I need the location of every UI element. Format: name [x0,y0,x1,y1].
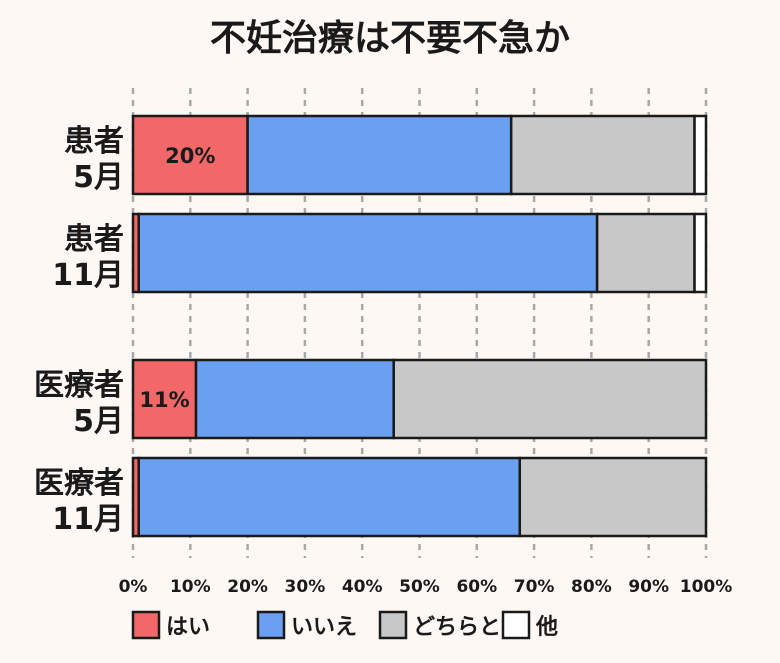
category-label: 患者 [64,124,124,159]
bar-segment [595,212,696,294]
category-label: 医療者 [34,368,124,403]
x-tick-label: 100% [680,577,733,597]
legend-label: はい [166,615,210,640]
bar-segment [693,114,708,196]
category-label: 患者 [64,222,124,257]
x-tick-label: 80% [571,577,612,597]
bar-segment [194,358,395,440]
bar-segment [518,456,708,538]
category-label: 11月 [52,258,124,293]
legend-label: 他 [535,615,558,640]
bars: 20% 11% [131,114,708,538]
x-tick-label: 30% [285,577,326,597]
legend-swatch [131,610,161,640]
bar-segment [131,114,249,196]
bar-segment [509,114,696,196]
x-tick-label: 10% [170,577,211,597]
x-tick-label: 60% [456,577,497,597]
x-tick-label: 40% [342,577,383,597]
category-label: 5月 [73,160,124,195]
data-label: 20% [165,144,215,168]
bar-segment [392,358,708,440]
category-label: 医療者 [34,466,124,501]
x-tick-label: 50% [399,577,440,597]
x-tick-label: 70% [514,577,555,597]
legend: はい いいえ どちらとも他 [131,610,558,640]
x-tick-label: 0% [119,577,148,597]
category-label: 11月 [52,502,124,537]
x-tick-label: 90% [628,577,669,597]
legend-label: いいえ [291,615,357,640]
bar-segment [137,212,599,294]
legend-swatch [501,610,531,640]
data-label: 11% [139,388,189,412]
bar-segment [131,358,198,440]
bar-segment [693,212,708,294]
x-tick-label: 20% [227,577,268,597]
bar-segment [137,456,522,538]
legend-swatch [256,610,286,640]
bar-segment [246,114,513,196]
x-axis-ticks: 0% 10% 20% 30% 40% 50% 60% 70% 80% 90% 100% [119,577,733,597]
legend-swatch [378,610,408,640]
chart-title: 不妊治療は不要不急か [210,18,570,59]
category-label: 5月 [73,404,124,439]
